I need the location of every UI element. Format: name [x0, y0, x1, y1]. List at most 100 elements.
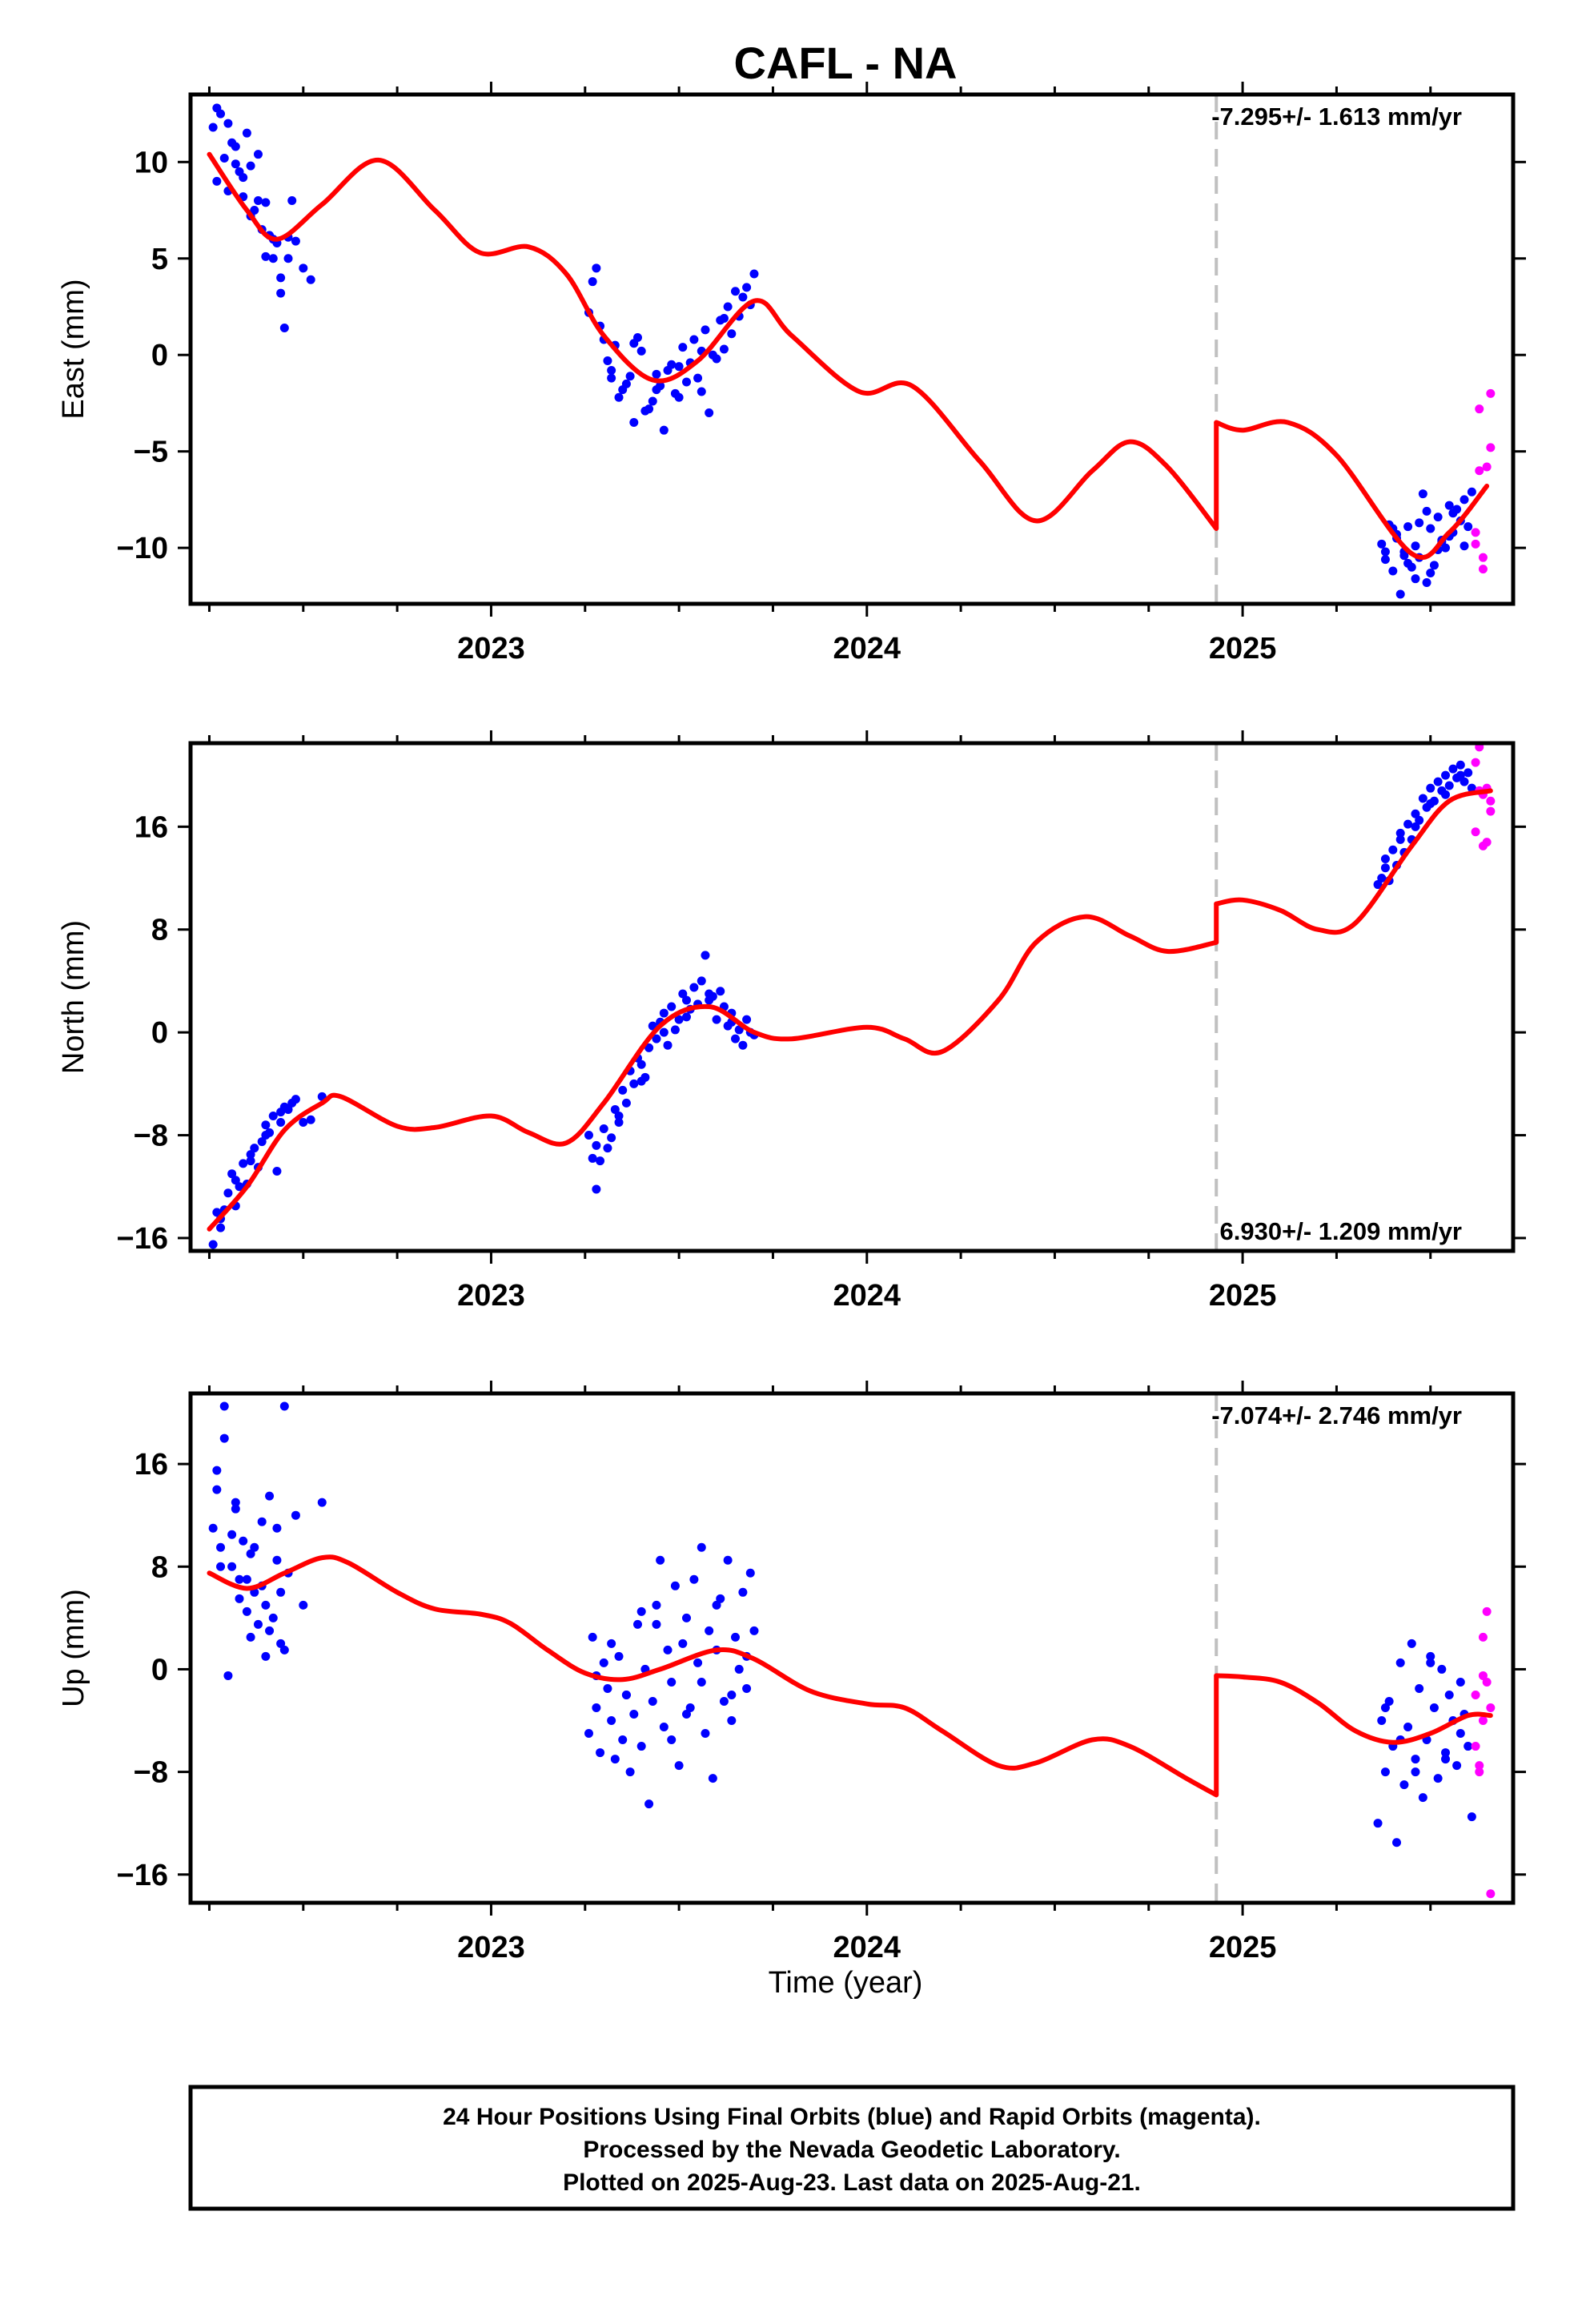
east-y-tick-label: 10 — [135, 146, 168, 179]
up-final-point — [1444, 1690, 1454, 1699]
up-final-point — [261, 1651, 271, 1661]
east-final-point — [678, 343, 688, 352]
north-y-tick-label: −8 — [134, 1120, 168, 1153]
north-rapid-point — [1471, 827, 1480, 837]
north-y-tick-label: −16 — [117, 1222, 168, 1256]
east-final-point — [719, 344, 729, 354]
north-x-tick-label: 2024 — [833, 1279, 901, 1313]
up-final-point — [246, 1632, 255, 1642]
east-final-point — [603, 356, 612, 365]
up-final-point — [701, 1729, 710, 1739]
up-final-point — [705, 1626, 714, 1635]
east-final-point — [731, 287, 741, 296]
up-final-point — [261, 1600, 271, 1610]
north-final-point — [1388, 845, 1398, 854]
east-final-point — [1441, 543, 1451, 553]
east-final-point — [640, 406, 650, 416]
up-final-point — [1426, 1658, 1435, 1667]
up-final-point — [678, 1638, 688, 1648]
up-final-point — [632, 1619, 642, 1629]
east-final-point — [705, 408, 714, 417]
up-final-point — [1467, 1812, 1476, 1822]
north-final-point — [223, 1188, 233, 1198]
up-final-point — [712, 1600, 721, 1610]
up-y-tick-label: 16 — [135, 1448, 168, 1482]
up-final-point — [685, 1703, 695, 1712]
north-model-line — [207, 914, 1219, 1232]
east-final-point — [738, 292, 748, 302]
up-final-point — [227, 1562, 237, 1571]
east-final-point — [261, 251, 271, 261]
east-final-point — [253, 196, 263, 205]
north-final-point — [1460, 777, 1469, 786]
up-final-point — [1411, 1755, 1420, 1764]
up-final-point — [719, 1696, 729, 1706]
east-final-point — [212, 103, 222, 113]
up-rapid-point — [1486, 1889, 1496, 1899]
up-final-point — [1452, 1761, 1462, 1771]
east-panel: 2023 2024 2025 10 5 0 −5 −10 East (mm) -7.295+/- … — [57, 82, 1526, 665]
east-final-point — [1411, 574, 1420, 584]
up-final-point — [656, 1555, 665, 1565]
up-rapid-point — [1486, 1703, 1496, 1712]
up-final-point — [682, 1613, 691, 1622]
up-final-point — [272, 1555, 282, 1565]
up-final-point — [257, 1517, 267, 1526]
north-final-point — [610, 1104, 620, 1114]
east-final-point — [239, 173, 248, 183]
up-final-point — [689, 1574, 699, 1584]
up-final-point — [212, 1466, 222, 1475]
up-final-point — [1426, 1651, 1435, 1661]
up-final-point — [697, 1677, 706, 1687]
east-final-point — [276, 273, 286, 283]
up-rapid-point — [1471, 1742, 1480, 1751]
up-final-point — [1437, 1664, 1447, 1674]
up-final-point — [667, 1735, 677, 1745]
north-final-point — [261, 1131, 271, 1140]
north-final-point — [231, 1176, 240, 1185]
up-final-point — [276, 1638, 286, 1648]
east-final-point — [674, 362, 684, 372]
north-final-point — [629, 1079, 639, 1088]
north-y-axis-label: North (mm) — [57, 920, 90, 1074]
x-axis-label: Time (year) — [769, 1966, 923, 2000]
east-final-point — [1403, 522, 1413, 532]
east-final-point — [276, 288, 286, 298]
north-y-tick-label: 16 — [135, 810, 168, 844]
footer-line-3: Plotted on 2025-Aug-23. Last data on 202… — [563, 2169, 1141, 2196]
north-final-point — [670, 1025, 680, 1035]
north-final-point — [1441, 770, 1451, 780]
up-frame — [188, 1391, 1516, 1905]
up-final-point — [1441, 1755, 1451, 1764]
north-final-point — [299, 1117, 308, 1127]
up-y-tick-label: −8 — [134, 1756, 168, 1790]
north-final-point — [1415, 815, 1424, 825]
up-final-point — [1395, 1658, 1405, 1667]
up-final-point — [235, 1574, 244, 1584]
up-final-point — [1441, 1748, 1451, 1758]
east-final-point — [253, 150, 263, 159]
north-final-point — [1377, 874, 1387, 883]
up-final-point — [727, 1716, 737, 1726]
east-final-point — [701, 325, 710, 335]
up-final-point — [693, 1658, 703, 1667]
up-final-point — [727, 1690, 737, 1699]
east-final-point — [1444, 501, 1454, 510]
up-rapid-point — [1475, 1767, 1484, 1777]
east-final-point — [652, 369, 661, 379]
north-final-point — [1411, 809, 1420, 818]
north-final-point — [276, 1117, 286, 1127]
east-x-tick-label: 2024 — [833, 632, 901, 665]
east-final-point — [682, 377, 691, 387]
north-final-point — [1467, 783, 1476, 793]
north-final-point — [588, 1153, 597, 1163]
north-final-point — [239, 1159, 248, 1168]
east-final-point — [1460, 541, 1469, 551]
up-final-point — [1433, 1774, 1443, 1783]
up-final-point — [674, 1761, 684, 1771]
up-y-tick-label: 0 — [151, 1653, 168, 1687]
up-final-point — [659, 1723, 669, 1732]
north-final-point — [682, 995, 691, 1005]
north-final-point — [636, 1076, 646, 1086]
